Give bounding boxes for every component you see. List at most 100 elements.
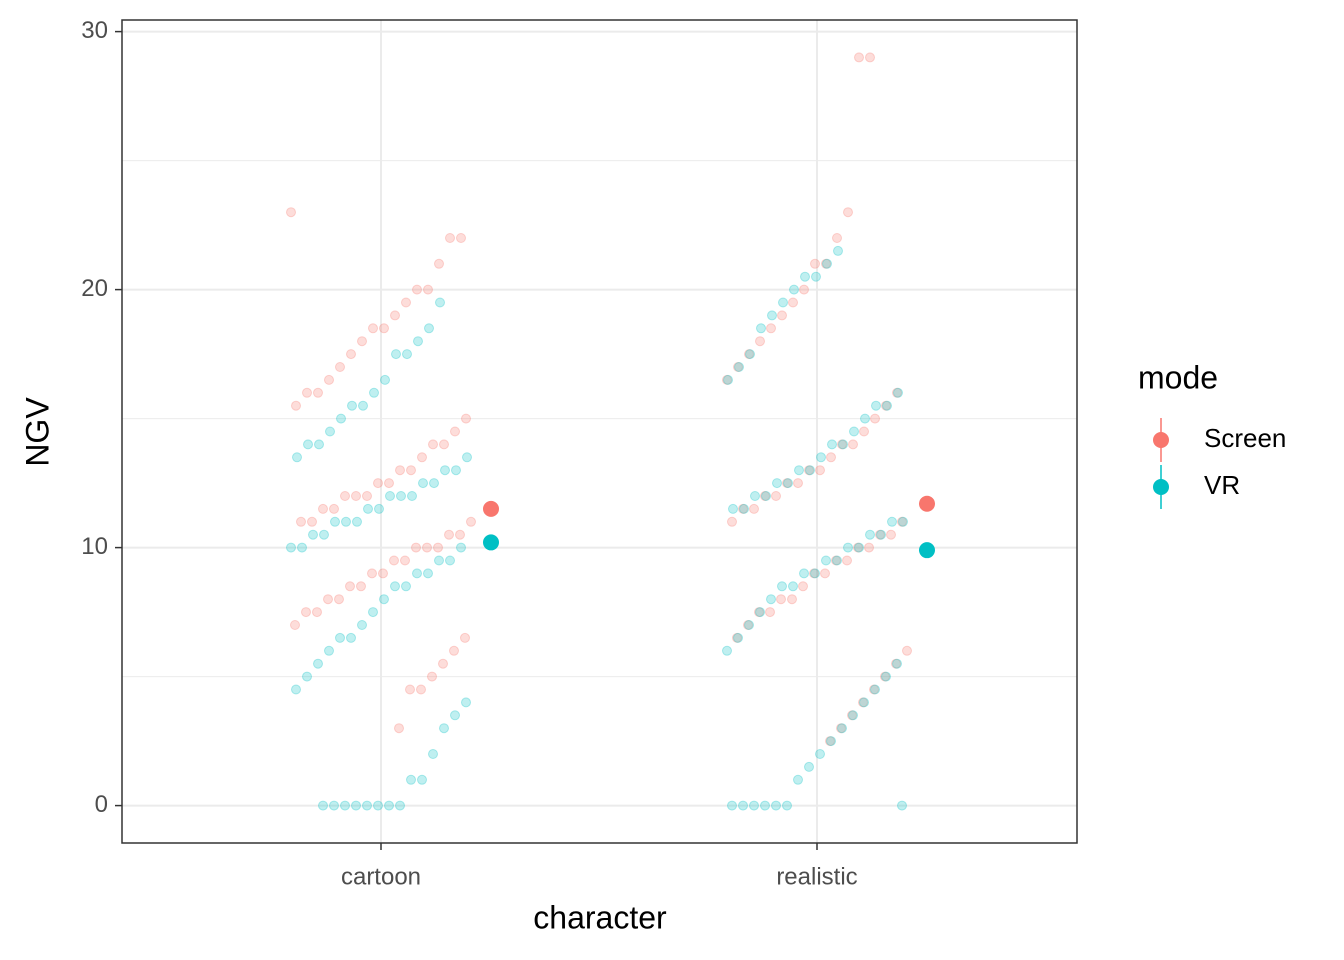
point (798, 581, 808, 592)
point (439, 439, 449, 450)
point (422, 542, 432, 553)
point (898, 516, 908, 527)
point (406, 774, 416, 785)
point (794, 465, 804, 476)
point (313, 387, 323, 398)
x-tick-label: realistic (776, 863, 857, 890)
point (882, 400, 892, 411)
point (466, 516, 476, 527)
point (815, 748, 825, 759)
point (799, 284, 809, 295)
point (445, 233, 455, 244)
point (367, 568, 377, 579)
point (456, 233, 466, 244)
point (755, 607, 765, 618)
point (308, 529, 318, 540)
point (886, 529, 896, 540)
point (384, 800, 394, 811)
point (435, 297, 445, 308)
point (821, 258, 831, 269)
point (760, 490, 770, 501)
point (292, 452, 302, 463)
point (881, 400, 891, 411)
point (864, 542, 874, 553)
point (733, 362, 743, 373)
point (346, 349, 356, 360)
point (456, 542, 466, 553)
point (286, 207, 296, 218)
point (778, 297, 788, 308)
point (902, 645, 912, 656)
point (853, 542, 863, 553)
point (745, 349, 755, 360)
point (891, 658, 901, 669)
point (405, 684, 415, 695)
point (789, 284, 799, 295)
point (822, 258, 832, 269)
point (767, 310, 777, 321)
point (727, 516, 737, 527)
point (423, 568, 433, 579)
point (761, 490, 771, 501)
point (423, 284, 433, 295)
point (849, 426, 859, 437)
point (722, 374, 732, 385)
point (417, 452, 427, 463)
legend-label: Screen (1204, 423, 1286, 453)
point (427, 671, 437, 682)
point (772, 478, 782, 489)
point (297, 542, 307, 553)
point (843, 542, 853, 553)
point (303, 439, 313, 450)
point (728, 503, 738, 514)
point (854, 52, 864, 63)
point (755, 336, 765, 347)
point (291, 684, 301, 695)
point (727, 800, 737, 811)
point (810, 258, 820, 269)
point (461, 413, 471, 424)
point (869, 684, 879, 695)
point (451, 465, 461, 476)
point (723, 374, 733, 385)
point (810, 568, 820, 579)
point (378, 568, 388, 579)
point (744, 619, 754, 630)
point (417, 774, 427, 785)
point (445, 555, 455, 566)
point (870, 684, 880, 695)
legend-key (1153, 479, 1169, 495)
point (413, 336, 423, 347)
point (876, 529, 886, 540)
point (811, 271, 821, 282)
point (832, 555, 842, 566)
mean-point (483, 500, 499, 517)
point (756, 323, 766, 334)
point (373, 478, 383, 489)
point (722, 645, 732, 656)
point (897, 516, 907, 527)
point (820, 568, 830, 579)
point (286, 542, 296, 553)
point (771, 800, 781, 811)
point (336, 413, 346, 424)
point (296, 516, 306, 527)
point (460, 632, 470, 643)
point (782, 800, 792, 811)
point (368, 323, 378, 334)
point (345, 581, 355, 592)
point (380, 374, 390, 385)
point (832, 233, 842, 244)
point (897, 800, 907, 811)
point (394, 723, 404, 734)
point (749, 503, 759, 514)
point (887, 516, 897, 527)
point (444, 529, 454, 540)
point (788, 297, 798, 308)
point (782, 478, 792, 489)
legend-key (1153, 432, 1169, 448)
point (438, 658, 448, 669)
legend-label: VR (1204, 470, 1240, 500)
point (341, 516, 351, 527)
panel-border (121, 19, 1078, 844)
